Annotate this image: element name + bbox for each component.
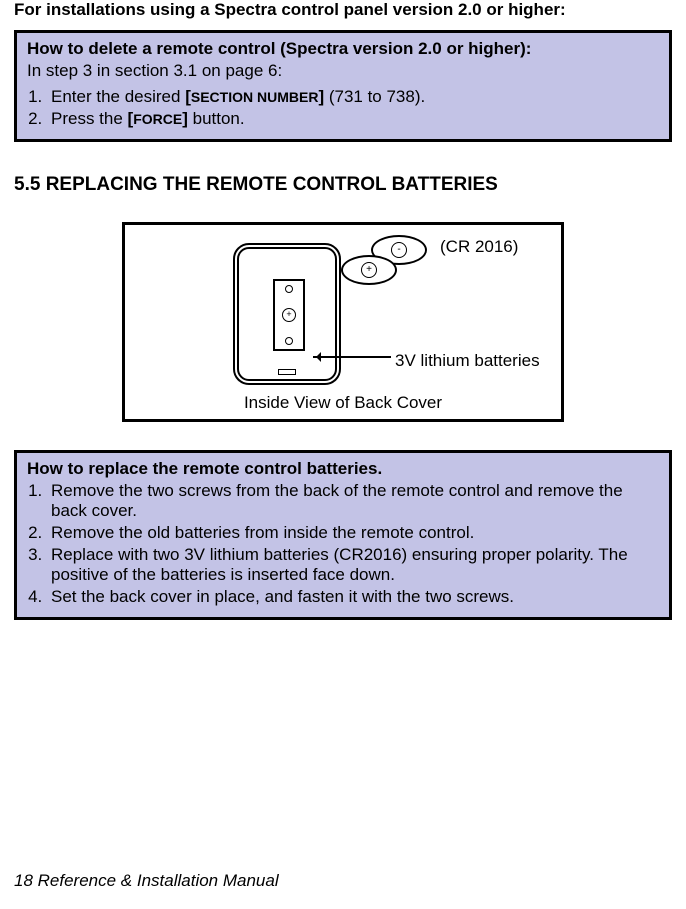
plus-sign: + <box>286 309 291 319</box>
cr-label: (CR 2016) <box>440 237 518 257</box>
delete-remote-box: How to delete a remote control (Spectra … <box>14 30 672 142</box>
force-key: FORCE <box>133 111 182 127</box>
text: Enter the desired <box>51 87 185 106</box>
box2-steps: Remove the two screws from the back of t… <box>27 481 659 607</box>
box2-step4: Set the back cover in place, and fasten … <box>47 587 659 607</box>
box1-step1: Enter the desired [SECTION NUMBER] (731 … <box>47 87 659 107</box>
section-number-key: SECTION NUMBER <box>191 89 319 105</box>
screw-hole-icon <box>285 337 293 345</box>
battery-slot: + <box>273 279 305 351</box>
notch-icon <box>278 369 296 375</box>
diagram-container: + - + (CR 2016) 3V lithium batteries Ins… <box>14 222 672 422</box>
page-footer: 18 Reference & Installation Manual <box>14 871 279 891</box>
text: button. <box>188 109 245 128</box>
box1-title: How to delete a remote control (Spectra … <box>27 39 659 59</box>
box2-title: How to replace the remote control batter… <box>27 459 659 479</box>
box1-step2: Press the [FORCE] button. <box>47 109 659 129</box>
remote-back-cover: + <box>237 247 337 381</box>
text: (731 to 738). <box>324 87 425 106</box>
battery-diagram: + - + (CR 2016) 3V lithium batteries Ins… <box>122 222 564 422</box>
plus-sign: + <box>366 265 372 275</box>
polarity-plus-icon: + <box>282 308 296 322</box>
minus-sign: - <box>397 245 400 255</box>
box2-step3: Replace with two 3V lithium batteries (C… <box>47 545 659 585</box>
box1-subtitle: In step 3 in section 3.1 on page 6: <box>27 61 659 81</box>
box2-step2: Remove the old batteries from inside the… <box>47 523 659 543</box>
intro-text: For installations using a Spectra contro… <box>14 0 672 20</box>
box1-steps: Enter the desired [SECTION NUMBER] (731 … <box>27 87 659 129</box>
section-heading: 5.5 REPLACING THE REMOTE CONTROL BATTERI… <box>14 174 672 196</box>
screw-hole-icon <box>285 285 293 293</box>
coin-battery-icon: + <box>341 255 397 285</box>
box2-step1: Remove the two screws from the back of t… <box>47 481 659 521</box>
battery-type-label: 3V lithium batteries <box>395 351 540 371</box>
arrow-icon <box>313 356 391 358</box>
diagram-caption: Inside View of Back Cover <box>125 393 561 413</box>
replace-battery-box: How to replace the remote control batter… <box>14 450 672 620</box>
text: Press the <box>51 109 128 128</box>
